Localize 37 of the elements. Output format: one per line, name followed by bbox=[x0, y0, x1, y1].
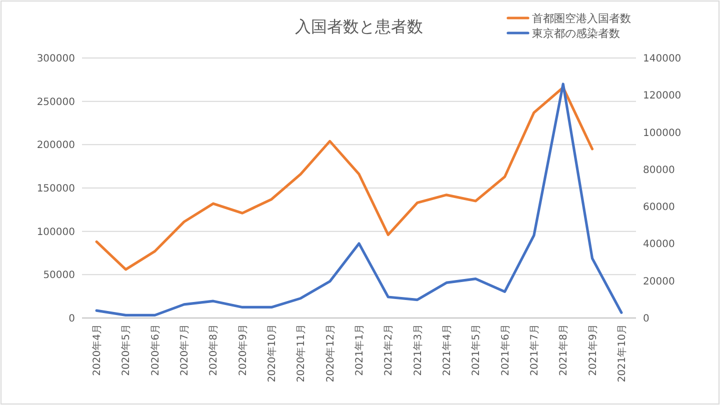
y2-tick-label: 40000 bbox=[643, 239, 675, 250]
x-tick-label: 2020年10月 bbox=[266, 324, 278, 382]
x-tick-label: 2021年3月 bbox=[412, 324, 424, 376]
x-tick-label: 2020年5月 bbox=[120, 324, 132, 376]
y-tick-label: 150000 bbox=[36, 184, 75, 194]
x-tick-label: 2021年10月 bbox=[616, 324, 628, 382]
y2-tick-label: 20000 bbox=[643, 276, 675, 288]
x-tick-label: 2021年8月 bbox=[558, 324, 570, 376]
y-tick-label: 100000 bbox=[36, 226, 75, 238]
y-tick-label: 50000 bbox=[43, 270, 75, 282]
y-tick-label: 200000 bbox=[36, 140, 75, 152]
x-tick-label: 2021年5月 bbox=[470, 324, 482, 376]
x-tick-label: 2020年11月 bbox=[295, 324, 308, 382]
x-tick-label: 2021年2月 bbox=[382, 324, 395, 376]
x-tick-label: 2020年7月 bbox=[178, 324, 191, 376]
x-tick-label: 2020年8月 bbox=[208, 324, 220, 376]
legend-label: 首都圏空港入国者数 bbox=[532, 12, 631, 25]
x-tick-label: 2020年9月 bbox=[236, 324, 249, 376]
y2-tick-label: 60000 bbox=[643, 202, 675, 214]
y-tick-label: 0 bbox=[68, 314, 75, 324]
y2-tick-label: 80000 bbox=[643, 164, 675, 176]
y-tick-label: 250000 bbox=[36, 96, 75, 108]
x-tick-label: 2021年6月 bbox=[499, 324, 512, 376]
x-tick-label: 2021年9月 bbox=[586, 324, 599, 376]
legend-label: 東京都の感染者数 bbox=[532, 27, 620, 40]
x-tick-label: 2020年6月 bbox=[149, 324, 162, 376]
y2-tick-label: 0 bbox=[643, 314, 650, 324]
x-tick-label: 2021年4月 bbox=[440, 324, 453, 376]
y-tick-label: 300000 bbox=[36, 54, 75, 64]
y2-tick-label: 120000 bbox=[643, 90, 682, 102]
y2-tick-label: 140000 bbox=[643, 54, 682, 64]
x-tick-label: 2021年7月 bbox=[528, 324, 540, 376]
x-tick-label: 2020年12月 bbox=[324, 324, 336, 382]
x-tick-label: 2021年1月 bbox=[354, 324, 366, 376]
y2-tick-label: 100000 bbox=[643, 128, 682, 139]
x-tick-label: 2020年4月 bbox=[91, 324, 104, 376]
chart-title: 入国者数と患者数 bbox=[295, 17, 423, 36]
